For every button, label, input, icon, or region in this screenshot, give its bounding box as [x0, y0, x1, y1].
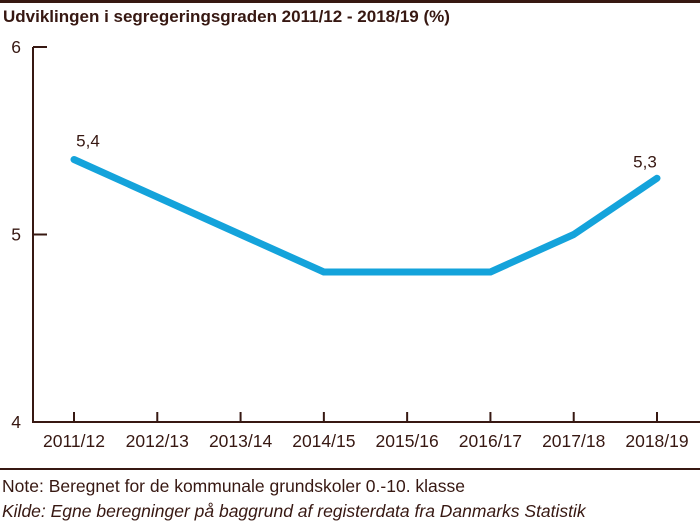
x-tick-label: 2014/15: [292, 431, 355, 451]
chart-source: Kilde: Egne beregninger på baggrund af r…: [2, 501, 586, 521]
top-border-rule: [0, 0, 700, 3]
x-tick-label: 2013/14: [209, 431, 273, 451]
point-label: 5,3: [633, 152, 657, 171]
line-chart: 4 5 6 2011/12 2012/13 2013/14 2014/15 2015/16 20…: [11, 37, 700, 451]
x-tick-label: 2015/16: [376, 431, 439, 451]
x-tick-label: 2016/17: [459, 431, 522, 451]
x-tick-label: 2017/18: [542, 431, 605, 451]
point-label: 5,4: [76, 132, 100, 151]
y-tick-label: 5: [11, 225, 21, 245]
chart-note: Note: Beregnet for de kommunale grundsko…: [2, 476, 466, 496]
x-tick-label: 2011/12: [43, 431, 105, 451]
x-tick-label: 2012/13: [126, 431, 189, 451]
x-tick-label: 2018/19: [625, 431, 688, 451]
chart-title: Udviklingen i segregeringsgraden 2011/12…: [3, 7, 450, 26]
series-line: [70, 156, 661, 276]
y-tick-label: 4: [11, 412, 21, 432]
footer-divider-rule: [0, 468, 700, 470]
y-tick-label: 6: [11, 37, 21, 57]
